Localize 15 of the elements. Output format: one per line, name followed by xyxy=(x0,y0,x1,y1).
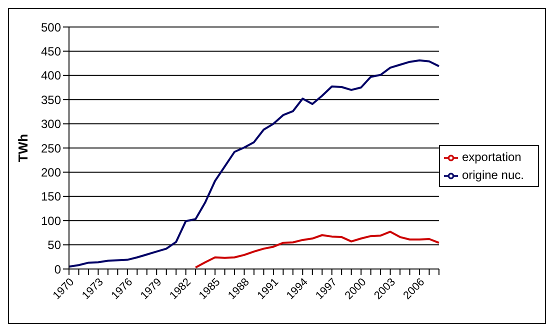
y-axis-title: TWh xyxy=(16,134,31,162)
y-tick-label: 350 xyxy=(40,92,62,107)
y-tick-label: 500 xyxy=(40,20,62,34)
y-tick-label: 250 xyxy=(40,141,62,156)
y-tick-label: 400 xyxy=(40,68,62,83)
line-series xyxy=(194,230,440,269)
y-tick-label: 0 xyxy=(54,262,62,276)
y-tick-label: 200 xyxy=(40,165,62,180)
y-tick-label: 100 xyxy=(40,214,62,228)
legend-label: origine nuc. xyxy=(462,168,524,182)
y-tick-label: 450 xyxy=(40,44,62,58)
y-tick-label: 300 xyxy=(40,117,62,132)
y-tick-label: 150 xyxy=(40,190,62,204)
y-tick-label: 50 xyxy=(48,238,62,252)
legend-label: exportation xyxy=(462,150,522,164)
